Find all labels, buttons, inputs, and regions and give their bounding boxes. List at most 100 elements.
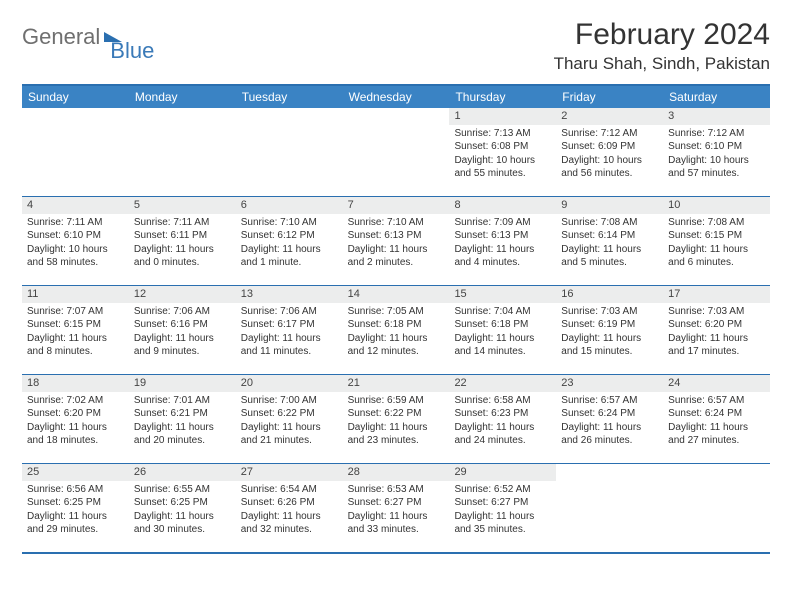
day-cell: 18Sunrise: 7:02 AMSunset: 6:20 PMDayligh… — [22, 375, 129, 463]
sunrise-text: Sunrise: 6:55 AM — [134, 483, 231, 497]
day-details: Sunrise: 6:58 AMSunset: 6:23 PMDaylight:… — [449, 392, 556, 452]
sunrise-text: Sunrise: 7:09 AM — [454, 216, 551, 230]
sunrise-text: Sunrise: 7:03 AM — [668, 305, 765, 319]
day-number: 27 — [236, 464, 343, 481]
daylight-line-2: and 18 minutes. — [27, 434, 124, 448]
sunset-text: Sunset: 6:15 PM — [27, 318, 124, 332]
day-cell: 8Sunrise: 7:09 AMSunset: 6:13 PMDaylight… — [449, 197, 556, 285]
day-cell: . — [556, 464, 663, 552]
daylight-line-1: Daylight: 11 hours — [348, 243, 445, 257]
sunset-text: Sunset: 6:20 PM — [27, 407, 124, 421]
sunrise-text: Sunrise: 7:10 AM — [348, 216, 445, 230]
month-year-title: February 2024 — [554, 18, 770, 52]
day-details: Sunrise: 7:08 AMSunset: 6:15 PMDaylight:… — [663, 214, 770, 274]
day-cell: 7Sunrise: 7:10 AMSunset: 6:13 PMDaylight… — [343, 197, 450, 285]
day-cell: 3Sunrise: 7:12 AMSunset: 6:10 PMDaylight… — [663, 108, 770, 196]
daylight-line-1: Daylight: 11 hours — [561, 421, 658, 435]
sunset-text: Sunset: 6:11 PM — [134, 229, 231, 243]
daylight-line-2: and 5 minutes. — [561, 256, 658, 270]
day-cell: 19Sunrise: 7:01 AMSunset: 6:21 PMDayligh… — [129, 375, 236, 463]
daylight-line-1: Daylight: 11 hours — [241, 332, 338, 346]
sunset-text: Sunset: 6:10 PM — [668, 140, 765, 154]
day-number: 25 — [22, 464, 129, 481]
day-details: Sunrise: 7:08 AMSunset: 6:14 PMDaylight:… — [556, 214, 663, 274]
daylight-line-1: Daylight: 11 hours — [134, 421, 231, 435]
sunrise-text: Sunrise: 7:13 AM — [454, 127, 551, 141]
day-number: 4 — [22, 197, 129, 214]
daylight-line-1: Daylight: 11 hours — [454, 421, 551, 435]
day-number: 3 — [663, 108, 770, 125]
daylight-line-2: and 9 minutes. — [134, 345, 231, 359]
daylight-line-1: Daylight: 11 hours — [134, 332, 231, 346]
day-details: Sunrise: 7:10 AMSunset: 6:13 PMDaylight:… — [343, 214, 450, 274]
day-cell: . — [236, 108, 343, 196]
sunrise-text: Sunrise: 6:59 AM — [348, 394, 445, 408]
daylight-line-2: and 21 minutes. — [241, 434, 338, 448]
sunset-text: Sunset: 6:18 PM — [454, 318, 551, 332]
day-details: Sunrise: 7:05 AMSunset: 6:18 PMDaylight:… — [343, 303, 450, 363]
location-subtitle: Tharu Shah, Sindh, Pakistan — [554, 54, 770, 74]
calendar-page: General Blue February 2024 Tharu Shah, S… — [0, 0, 792, 564]
sunrise-text: Sunrise: 7:08 AM — [561, 216, 658, 230]
day-cell: 4Sunrise: 7:11 AMSunset: 6:10 PMDaylight… — [22, 197, 129, 285]
day-details: Sunrise: 7:06 AMSunset: 6:16 PMDaylight:… — [129, 303, 236, 363]
day-cell: 26Sunrise: 6:55 AMSunset: 6:25 PMDayligh… — [129, 464, 236, 552]
day-number: 26 — [129, 464, 236, 481]
daylight-line-2: and 1 minute. — [241, 256, 338, 270]
daylight-line-2: and 56 minutes. — [561, 167, 658, 181]
day-number: 16 — [556, 286, 663, 303]
day-cell: 25Sunrise: 6:56 AMSunset: 6:25 PMDayligh… — [22, 464, 129, 552]
daylight-line-2: and 8 minutes. — [27, 345, 124, 359]
sunrise-text: Sunrise: 6:56 AM — [27, 483, 124, 497]
day-details: Sunrise: 6:52 AMSunset: 6:27 PMDaylight:… — [449, 481, 556, 541]
weekday-header: Saturday — [663, 86, 770, 108]
daylight-line-2: and 4 minutes. — [454, 256, 551, 270]
sunset-text: Sunset: 6:14 PM — [561, 229, 658, 243]
weekday-header: Monday — [129, 86, 236, 108]
day-number: 12 — [129, 286, 236, 303]
day-cell: 20Sunrise: 7:00 AMSunset: 6:22 PMDayligh… — [236, 375, 343, 463]
day-number: 13 — [236, 286, 343, 303]
day-cell: 9Sunrise: 7:08 AMSunset: 6:14 PMDaylight… — [556, 197, 663, 285]
sunrise-text: Sunrise: 7:08 AM — [668, 216, 765, 230]
sunrise-text: Sunrise: 7:00 AM — [241, 394, 338, 408]
daylight-line-2: and 57 minutes. — [668, 167, 765, 181]
title-block: February 2024 Tharu Shah, Sindh, Pakista… — [554, 18, 770, 74]
sunrise-text: Sunrise: 7:06 AM — [134, 305, 231, 319]
weekday-header: Wednesday — [343, 86, 450, 108]
weekday-header: Tuesday — [236, 86, 343, 108]
weekday-header: Sunday — [22, 86, 129, 108]
day-cell: 27Sunrise: 6:54 AMSunset: 6:26 PMDayligh… — [236, 464, 343, 552]
day-details: Sunrise: 6:53 AMSunset: 6:27 PMDaylight:… — [343, 481, 450, 541]
sunrise-text: Sunrise: 6:52 AM — [454, 483, 551, 497]
daylight-line-1: Daylight: 10 hours — [454, 154, 551, 168]
sunset-text: Sunset: 6:26 PM — [241, 496, 338, 510]
day-details: Sunrise: 7:04 AMSunset: 6:18 PMDaylight:… — [449, 303, 556, 363]
day-details: Sunrise: 7:13 AMSunset: 6:08 PMDaylight:… — [449, 125, 556, 185]
sunset-text: Sunset: 6:08 PM — [454, 140, 551, 154]
day-number: 14 — [343, 286, 450, 303]
sunset-text: Sunset: 6:09 PM — [561, 140, 658, 154]
day-details: Sunrise: 7:09 AMSunset: 6:13 PMDaylight:… — [449, 214, 556, 274]
sunrise-text: Sunrise: 6:58 AM — [454, 394, 551, 408]
day-cell: 21Sunrise: 6:59 AMSunset: 6:22 PMDayligh… — [343, 375, 450, 463]
day-details: Sunrise: 7:07 AMSunset: 6:15 PMDaylight:… — [22, 303, 129, 363]
sunrise-text: Sunrise: 7:04 AM — [454, 305, 551, 319]
sunrise-text: Sunrise: 7:07 AM — [27, 305, 124, 319]
day-cell: . — [343, 108, 450, 196]
daylight-line-2: and 11 minutes. — [241, 345, 338, 359]
day-number: 29 — [449, 464, 556, 481]
sunset-text: Sunset: 6:12 PM — [241, 229, 338, 243]
day-details: Sunrise: 6:54 AMSunset: 6:26 PMDaylight:… — [236, 481, 343, 541]
sunrise-text: Sunrise: 6:57 AM — [668, 394, 765, 408]
week-row: 25Sunrise: 6:56 AMSunset: 6:25 PMDayligh… — [22, 463, 770, 552]
daylight-line-1: Daylight: 11 hours — [27, 421, 124, 435]
daylight-line-1: Daylight: 11 hours — [561, 332, 658, 346]
day-details: Sunrise: 6:59 AMSunset: 6:22 PMDaylight:… — [343, 392, 450, 452]
brand-word-1: General — [22, 24, 100, 50]
sunset-text: Sunset: 6:22 PM — [241, 407, 338, 421]
day-number: 23 — [556, 375, 663, 392]
daylight-line-2: and 55 minutes. — [454, 167, 551, 181]
day-number: 19 — [129, 375, 236, 392]
day-details: Sunrise: 7:03 AMSunset: 6:19 PMDaylight:… — [556, 303, 663, 363]
